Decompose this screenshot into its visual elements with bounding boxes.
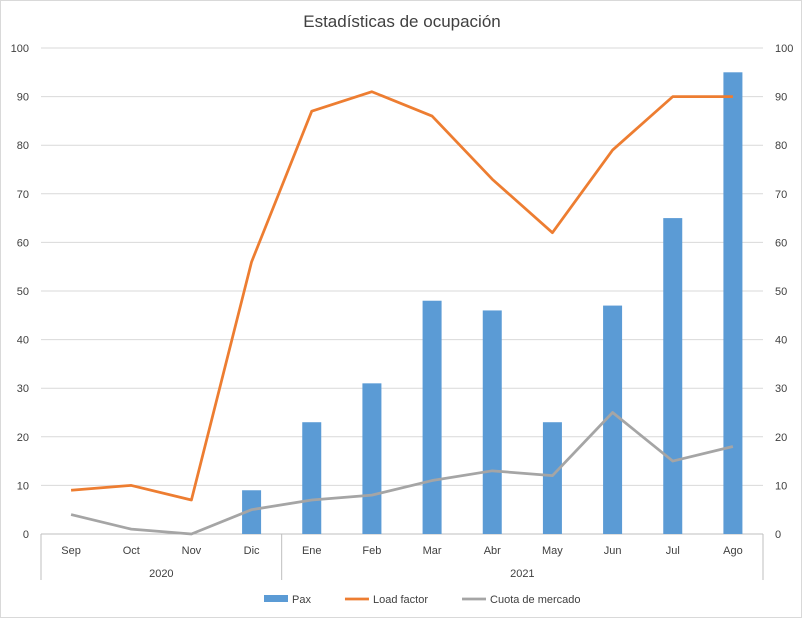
- line-load-factor: [70, 90, 733, 502]
- x-tick-label: Jul: [666, 545, 680, 557]
- x-group-label: 2021: [510, 568, 534, 580]
- x-tick-label: May: [542, 545, 563, 557]
- x-tick-label: Sep: [61, 545, 81, 557]
- y-tick-label-right: 60: [775, 237, 787, 249]
- y-tick-label-right: 30: [775, 383, 787, 395]
- bar-pax: [603, 305, 623, 534]
- y-tick-label-right: 100: [775, 43, 793, 55]
- y-tick-label-left: 10: [17, 480, 29, 492]
- y-tick-label-right: 70: [775, 189, 787, 201]
- y-tick-label-left: 50: [17, 286, 29, 298]
- y-tick-label-right: 90: [775, 92, 787, 104]
- bar-pax: [482, 310, 502, 534]
- x-tick-label: Ago: [723, 545, 743, 557]
- y-tick-label-left: 80: [17, 140, 29, 152]
- y-tick-label-right: 0: [775, 529, 781, 541]
- x-tick-label: Mar: [423, 545, 442, 557]
- bar-pax: [663, 218, 683, 534]
- x-tick-label: Dic: [244, 545, 260, 557]
- y-tick-label-left: 70: [17, 189, 29, 201]
- bar-series-pax: [242, 72, 743, 535]
- legend-label: Load factor: [373, 594, 428, 606]
- line-series: [70, 90, 734, 536]
- legend-swatch-pax: [264, 595, 288, 602]
- chart-title: Estadísticas de ocupación: [303, 12, 501, 31]
- legend: Pax Load factor Cuota de mercado: [264, 594, 581, 606]
- y-tick-label-left: 30: [17, 383, 29, 395]
- gridlines: [41, 47, 763, 535]
- y-tick-label-right: 40: [775, 335, 787, 347]
- y-tick-label-left: 90: [17, 92, 29, 104]
- y-tick-label-left: 100: [11, 43, 29, 55]
- x-tick-label: Oct: [123, 545, 140, 557]
- y-tick-label-right: 50: [775, 286, 787, 298]
- y-tick-label-left: 40: [17, 335, 29, 347]
- bar-pax: [302, 422, 322, 534]
- x-tick-label: Feb: [362, 545, 381, 557]
- y-tick-label-right: 20: [775, 432, 787, 444]
- bar-pax: [242, 490, 262, 534]
- bar-pax: [723, 72, 743, 535]
- bar-pax: [362, 383, 382, 534]
- y-tick-label-left: 20: [17, 432, 29, 444]
- y-tick-label-left: 0: [23, 529, 29, 541]
- y-tick-label-right: 80: [775, 140, 787, 152]
- bar-pax: [542, 422, 562, 534]
- x-tick-label: Ene: [302, 545, 322, 557]
- x-group-label: 2020: [149, 568, 173, 580]
- x-tick-label: Abr: [484, 545, 501, 557]
- x-tick-label: Nov: [182, 545, 202, 557]
- line-cuota-de-mercado: [70, 411, 734, 536]
- y-tick-label-left: 60: [17, 237, 29, 249]
- y-tick-label-right: 10: [775, 480, 787, 492]
- legend-label: Pax: [292, 594, 311, 606]
- legend-label: Cuota de mercado: [490, 594, 581, 606]
- x-tick-label: Jun: [604, 545, 622, 557]
- bar-pax: [422, 300, 442, 534]
